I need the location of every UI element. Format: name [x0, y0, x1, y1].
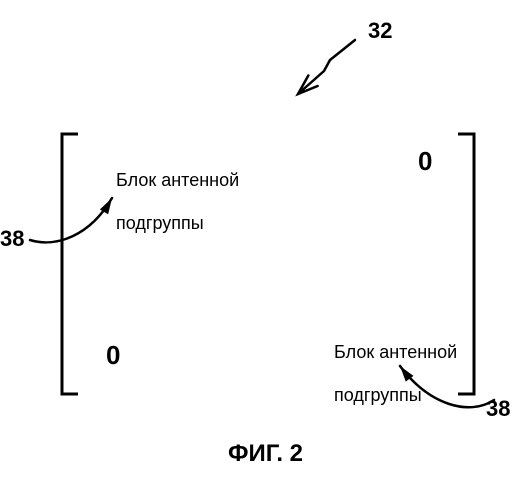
block-label-br-line1: Блок антенной	[334, 342, 457, 362]
block-label-tl-line2: подгруппы	[116, 213, 204, 233]
figure-caption: ФИГ. 2	[0, 440, 531, 468]
block-label-top-left: Блок антенной подгруппы	[96, 148, 239, 256]
ref-38-right-number: 38	[486, 396, 510, 422]
block-label-tl-line1: Блок антенной	[116, 170, 239, 190]
zero-top-right: 0	[418, 146, 432, 177]
block-label-bottom-right: Блок антенной подгруппы	[314, 320, 457, 428]
zero-bottom-left: 0	[106, 340, 120, 371]
ref-38-left-number: 38	[0, 226, 24, 252]
figure-stage: 32 38 38 Блок антенной подгруппы Блок ан…	[0, 0, 531, 500]
ref-32-number: 32	[368, 18, 392, 44]
block-label-br-line2: подгруппы	[334, 385, 422, 405]
